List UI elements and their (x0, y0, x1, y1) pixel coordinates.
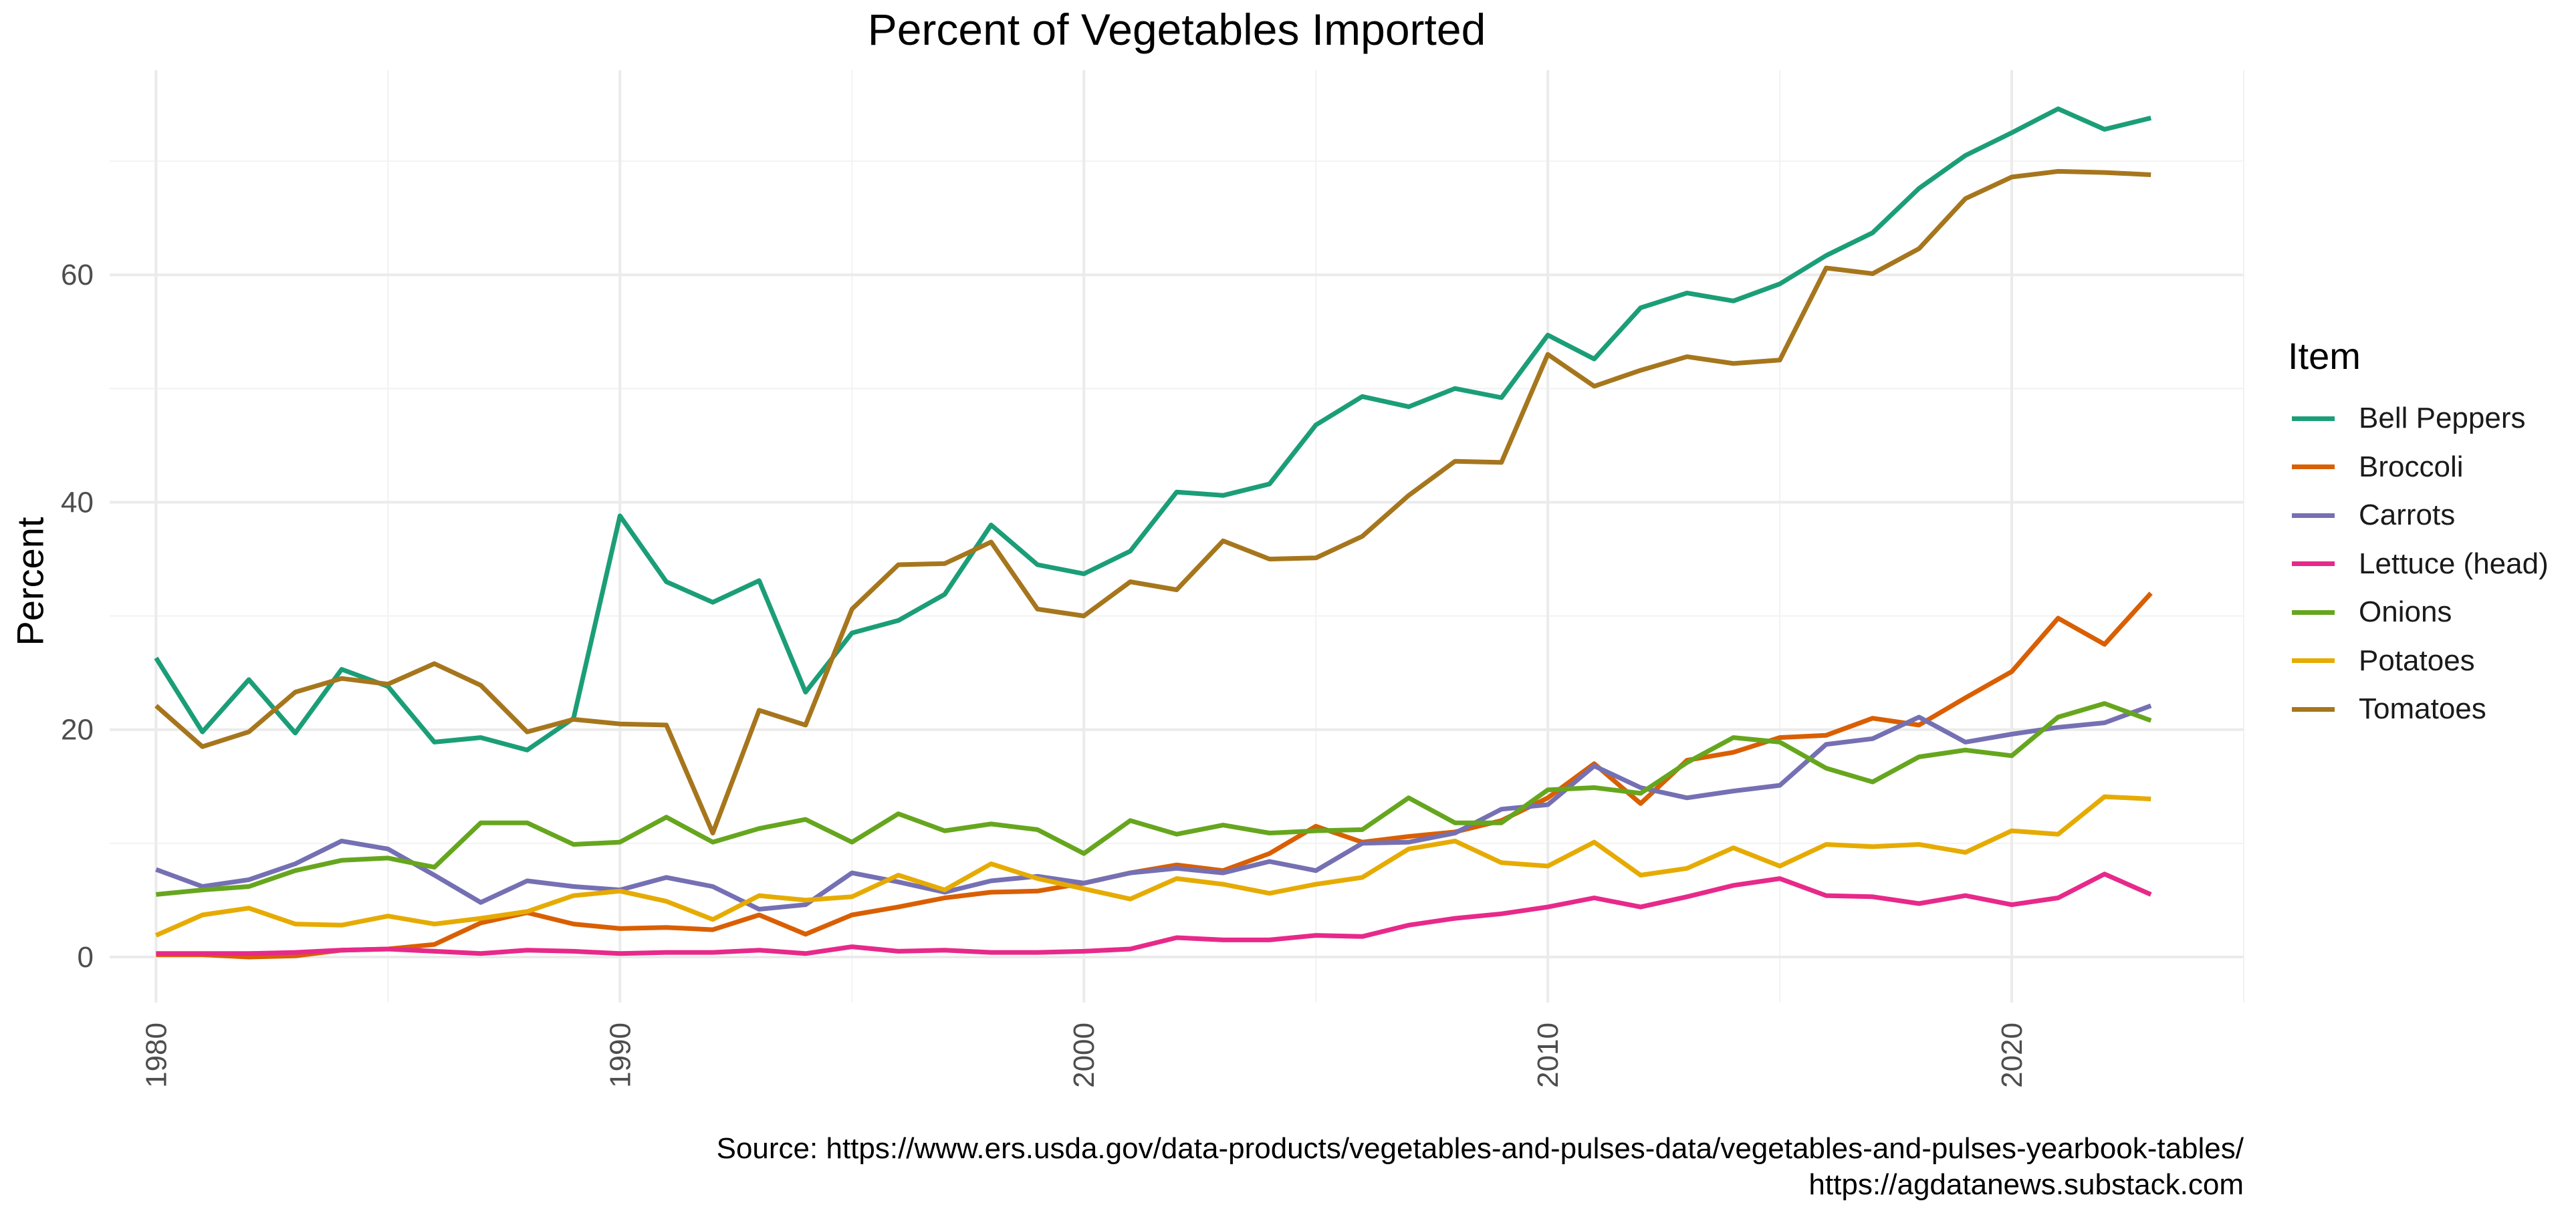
source-caption: Source: https://www.ers.usda.gov/data-pr… (717, 1131, 2244, 1203)
legend-item-carrots: Carrots (2292, 491, 2549, 540)
legend-key-swatch (2292, 416, 2335, 421)
series-line-lettuce-head (156, 871, 2152, 956)
legend-key-swatch (2292, 561, 2335, 567)
legend-item-potatoes: Potatoes (2292, 637, 2549, 686)
legend-label: Broccoli (2359, 450, 2464, 483)
legend-key-swatch (2292, 464, 2335, 470)
series-line-tomatoes (154, 168, 2151, 835)
x-tick-label: 1980 (140, 1023, 172, 1088)
legend-key-swatch (2292, 706, 2335, 712)
substack-line: https://agdatanews.substack.com (1808, 1168, 2244, 1201)
legend-item-onions: Onions (2292, 588, 2549, 637)
series-line-carrots (155, 703, 2152, 912)
source-line: Source: https://www.ers.usda.gov/data-pr… (716, 1132, 2244, 1165)
legend-label: Onions (2359, 595, 2452, 629)
legend-item-broccoli: Broccoli (2292, 443, 2549, 492)
y-tick-label: 20 (61, 714, 94, 747)
x-tick-labels: 1980 1990 2000 2010 2020 (140, 1023, 2028, 1088)
legend-label: Potatoes (2359, 644, 2475, 677)
legend: Bell Peppers Broccoli Carrots Lettuce (head… (2292, 394, 2549, 734)
x-tick-label: 2000 (1068, 1023, 1100, 1088)
x-tick-label: 2020 (1996, 1023, 2028, 1088)
series-lines (154, 106, 2153, 960)
series-line-potatoes (154, 794, 2151, 938)
chart-title: Percent of Vegetables Imported (867, 5, 1486, 54)
y-tick-label: 0 (78, 941, 94, 974)
x-tick-label: 1990 (604, 1023, 636, 1088)
y-tick-label: 40 (61, 486, 94, 519)
legend-key-swatch (2292, 658, 2335, 664)
legend-item-bell-peppers: Bell Peppers (2292, 394, 2549, 443)
legend-item-lettuce-head: Lettuce (head) (2292, 540, 2549, 589)
minor-gridlines (110, 70, 2244, 1002)
legend-label: Bell Peppers (2359, 402, 2526, 435)
legend-label: Tomatoes (2359, 692, 2486, 726)
legend-key-swatch (2292, 610, 2335, 615)
legend-key-swatch (2292, 513, 2335, 518)
series-line-onions (156, 701, 2152, 897)
x-tick-label: 2010 (1532, 1023, 1564, 1088)
legend-label: Lettuce (head) (2359, 547, 2549, 580)
legend-label: Carrots (2359, 499, 2456, 532)
legend-item-tomatoes: Tomatoes (2292, 685, 2549, 734)
legend-title: Item (2288, 335, 2361, 377)
series-line-bell-peppers (154, 106, 2152, 753)
y-tick-labels: 0 20 40 60 (61, 259, 94, 974)
y-tick-label: 60 (61, 259, 94, 291)
